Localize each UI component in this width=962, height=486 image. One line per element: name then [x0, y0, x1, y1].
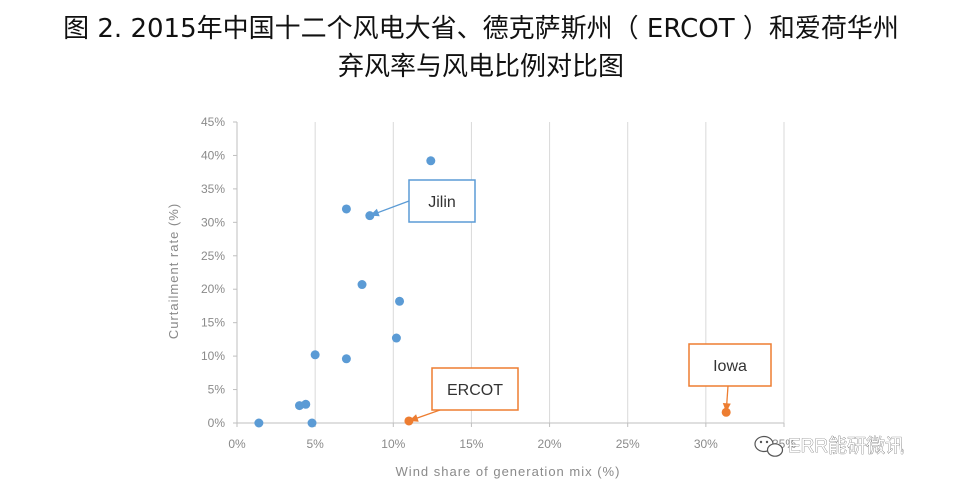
callout-arrowhead: [408, 414, 419, 422]
callout-arrow-line: [376, 200, 410, 214]
y-tick-label: 35%: [201, 182, 225, 196]
y-tick-label: 40%: [201, 148, 225, 162]
x-tick-labels: 0% 5% 10% 15% 20% 25% 30% 35%: [228, 423, 796, 451]
watermark-text: ERR能研微讯: [788, 435, 904, 457]
x-tick-label: 25%: [616, 437, 640, 451]
data-point-province: [426, 156, 436, 166]
y-tick-label: 25%: [201, 249, 225, 263]
callout-box: [408, 179, 476, 223]
y-tick-labels: 0% 5% 10% 15% 20% 25% 30% 35% 40% 45%: [201, 115, 237, 430]
x-axis-title: Wind share of generation mix (%): [396, 464, 621, 479]
y-tick-label: 10%: [201, 349, 225, 363]
data-point-province: [391, 333, 401, 343]
data-point-province: [357, 280, 367, 290]
data-point-province: [310, 350, 320, 360]
callout-label: Jilin: [428, 194, 456, 211]
x-tick-label: 0%: [228, 437, 246, 451]
watermark: ERR能研微讯: [754, 435, 904, 457]
callouts: Jilin ERCOT Iowa: [369, 179, 772, 422]
y-tick-label: 45%: [201, 115, 225, 129]
y-tick-label: 30%: [201, 215, 225, 229]
callout-jilin: Jilin: [369, 179, 476, 223]
wechat-icon: [754, 435, 784, 457]
callout-label: Iowa: [713, 358, 747, 375]
callout-label: ERCOT: [447, 382, 503, 399]
callout-arrowhead: [722, 403, 731, 413]
callout-box: [688, 343, 772, 387]
axes: [236, 122, 784, 424]
data-point-province: [254, 418, 264, 428]
y-tick-label: 20%: [201, 282, 225, 296]
data-point-province: [301, 399, 311, 409]
callout-iowa: Iowa: [688, 343, 772, 413]
chart-title-line-1: 图 2. 2015年中国十二个风电大省、德克萨斯州（ ERCOT ）和爱荷华州: [63, 14, 899, 44]
x-tick-label: 10%: [381, 437, 405, 451]
callout-arrowhead: [369, 208, 380, 217]
y-tick-label: 0%: [208, 416, 226, 430]
callout-arrow-line: [415, 409, 441, 420]
x-tick-label: 15%: [459, 437, 483, 451]
data-point-province: [341, 204, 351, 214]
data-point-province: [395, 296, 405, 306]
callout-ercot: ERCOT: [408, 367, 519, 422]
y-tick-label: 5%: [208, 383, 226, 397]
callout-box: [431, 367, 519, 411]
x-tick-label: 30%: [694, 437, 718, 451]
x-tick-label: 20%: [538, 437, 562, 451]
data-point-province: [307, 418, 317, 428]
data-point-province: [341, 354, 351, 364]
x-tick-label: 5%: [306, 437, 324, 451]
y-tick-label: 15%: [201, 316, 225, 330]
chart-title-line-2: 弃风率与风电比例对比图: [337, 52, 624, 82]
callout-arrow-line: [726, 385, 729, 406]
chart-title: 图 2. 2015年中国十二个风电大省、德克萨斯州（ ERCOT ）和爱荷华州 …: [0, 10, 962, 86]
y-axis-title: Curtailment rate (%): [166, 203, 181, 339]
